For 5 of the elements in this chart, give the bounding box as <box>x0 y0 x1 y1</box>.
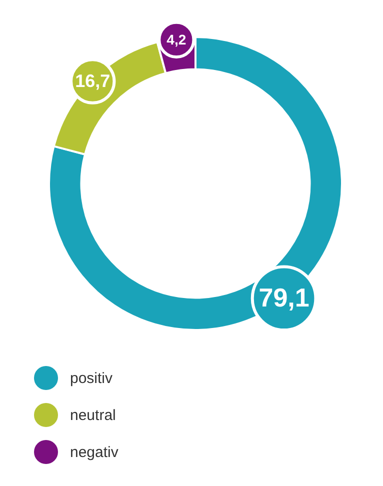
data-label: 79,1 <box>258 282 310 313</box>
legend-label: negativ <box>70 444 118 460</box>
data-label: 16,7 <box>75 71 110 92</box>
legend-label: neutral <box>70 406 116 424</box>
legend-label: positiv <box>70 370 113 386</box>
